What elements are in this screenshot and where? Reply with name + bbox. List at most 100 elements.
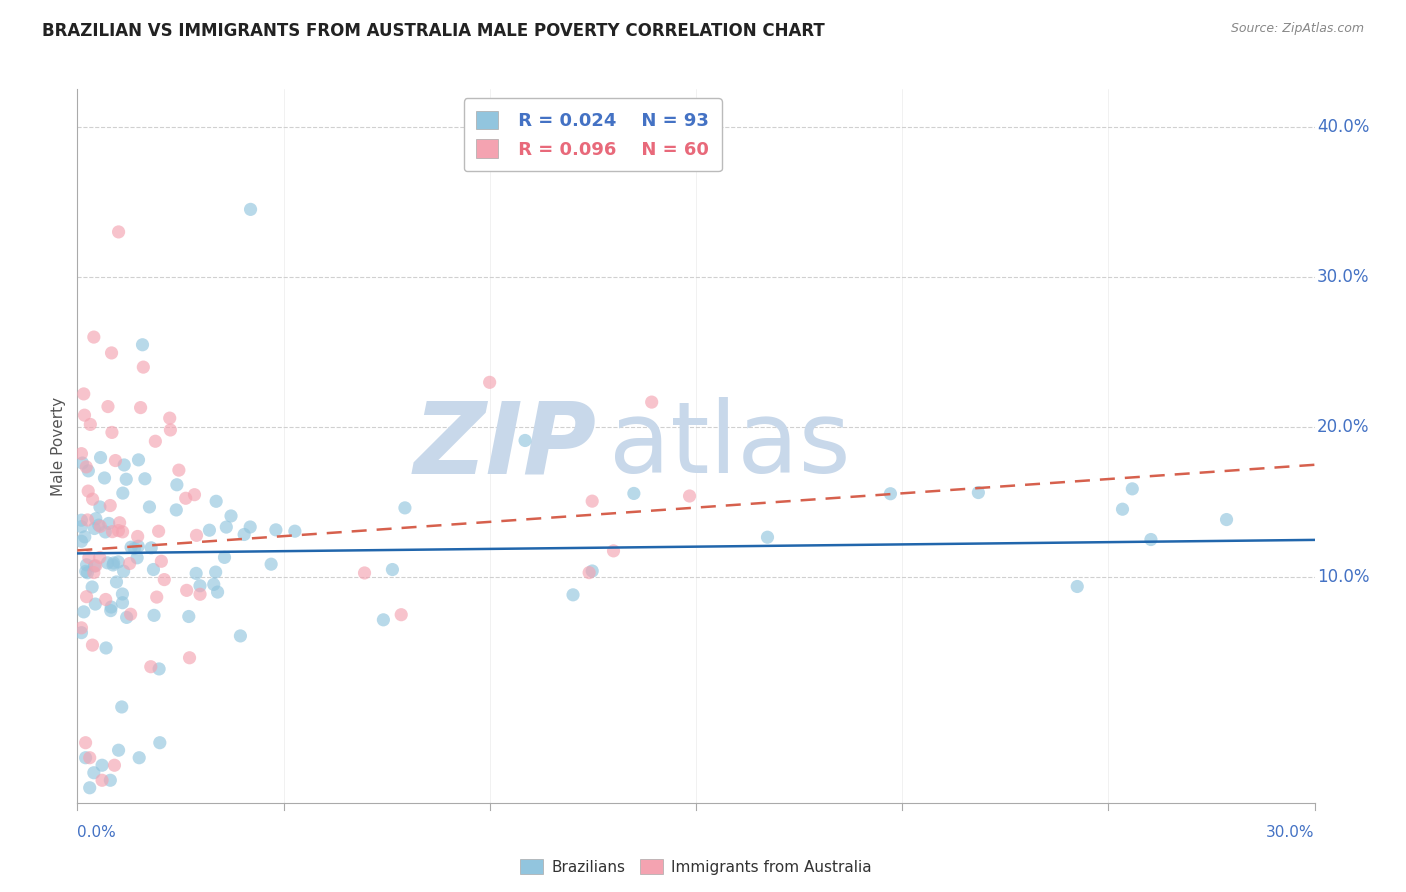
Point <box>602 544 624 558</box>
Point <box>75 565 97 579</box>
Point <box>111 587 134 601</box>
Point <box>84 597 107 611</box>
Point <box>89 550 111 565</box>
Point <box>111 700 134 714</box>
Point <box>142 562 165 576</box>
Point <box>150 554 173 568</box>
Point <box>1111 502 1133 516</box>
Point <box>70 621 93 635</box>
Point <box>143 608 166 623</box>
Point <box>73 530 96 544</box>
Point <box>138 500 160 514</box>
Point <box>70 513 93 527</box>
Point <box>134 472 156 486</box>
Point <box>149 736 172 750</box>
Point <box>623 486 645 500</box>
Point <box>139 659 162 673</box>
Point <box>94 640 117 655</box>
Point <box>215 520 238 534</box>
Point <box>73 387 96 401</box>
Point <box>513 434 536 448</box>
Point <box>94 592 117 607</box>
Point <box>77 484 100 499</box>
Point <box>112 458 135 472</box>
Point <box>478 376 501 390</box>
Point <box>260 558 283 572</box>
Y-axis label: Male Poverty: Male Poverty <box>51 396 66 496</box>
Point <box>77 550 100 565</box>
Point <box>100 600 122 615</box>
Point <box>284 524 307 539</box>
Point <box>1066 579 1088 593</box>
Point <box>100 604 122 618</box>
Point <box>107 743 129 757</box>
Point <box>79 750 101 764</box>
Point <box>83 765 105 780</box>
Point <box>82 638 104 652</box>
Text: 0.0%: 0.0% <box>77 825 117 840</box>
Point <box>174 491 197 506</box>
Point <box>76 566 98 580</box>
Point <box>202 577 225 591</box>
Point <box>98 499 121 513</box>
Point <box>214 550 236 565</box>
Point <box>75 736 97 750</box>
Point <box>207 585 229 599</box>
Point <box>229 629 252 643</box>
Point <box>166 477 188 491</box>
Point <box>128 750 150 764</box>
Point <box>1215 512 1237 526</box>
Point <box>205 494 228 508</box>
Point <box>115 472 138 486</box>
Point <box>73 605 96 619</box>
Point <box>103 758 125 772</box>
Point <box>111 524 134 539</box>
Point <box>176 583 198 598</box>
Point <box>96 556 118 570</box>
Point <box>79 417 101 432</box>
Point <box>76 590 98 604</box>
Point <box>82 492 104 507</box>
Point <box>84 558 107 573</box>
Point <box>186 528 208 542</box>
Point <box>84 511 107 525</box>
Point <box>127 529 149 543</box>
Point <box>264 523 287 537</box>
Point <box>141 541 163 555</box>
Point <box>72 456 94 470</box>
Point <box>581 564 603 578</box>
Point <box>103 556 125 570</box>
Point <box>641 395 664 409</box>
Point <box>153 573 176 587</box>
Point <box>73 408 96 422</box>
Point <box>145 590 167 604</box>
Point <box>148 524 170 539</box>
Point <box>79 780 101 795</box>
Point <box>1121 482 1143 496</box>
Point <box>756 530 779 544</box>
Text: BRAZILIAN VS IMMIGRANTS FROM AUSTRALIA MALE POVERTY CORRELATION CHART: BRAZILIAN VS IMMIGRANTS FROM AUSTRALIA M… <box>42 22 825 40</box>
Point <box>91 773 114 788</box>
Text: 30.0%: 30.0% <box>1317 268 1369 286</box>
Point <box>108 516 131 530</box>
Text: 30.0%: 30.0% <box>1267 825 1315 840</box>
Point <box>159 423 181 437</box>
Point <box>204 565 226 579</box>
Point <box>373 613 395 627</box>
Point <box>167 463 190 477</box>
Point <box>131 337 153 351</box>
Point <box>118 557 141 571</box>
Point <box>132 360 155 375</box>
Point <box>111 596 134 610</box>
Point <box>581 494 603 508</box>
Point <box>97 516 120 531</box>
Point <box>177 609 200 624</box>
Point <box>83 566 105 580</box>
Point <box>353 566 375 580</box>
Point <box>98 773 121 788</box>
Point <box>198 523 221 537</box>
Point <box>1140 533 1163 547</box>
Point <box>143 434 166 449</box>
Point <box>87 518 110 533</box>
Point <box>83 559 105 574</box>
